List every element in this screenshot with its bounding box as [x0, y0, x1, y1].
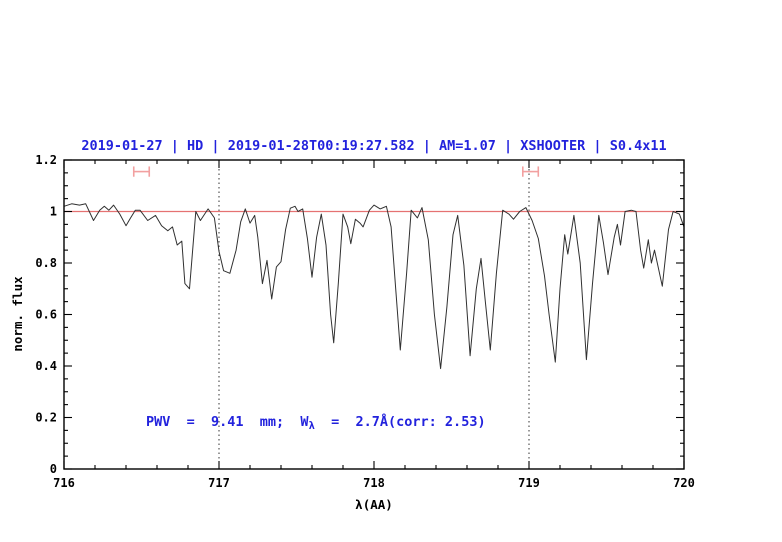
pwv-annotation-part1: PWV = 9.41 mm; W [146, 414, 309, 430]
y-tick-label: 0.8 [35, 256, 57, 270]
axis-tick-labels: 716 717 718 719 720 0 0.2 0.4 0.6 0.8 1 1.2 [35, 153, 695, 490]
error-bar-marker [521, 166, 540, 177]
y-tick-label: 1.2 [35, 153, 57, 167]
y-tick-label: 0 [50, 462, 57, 476]
y-tick-label: 1 [50, 205, 57, 219]
pwv-annotation: PWV = 9.41 mm; Wλ = 2.7Å(corr: 2.53) [146, 413, 486, 432]
error-bar-marker [132, 166, 151, 177]
plot-title: 2019-01-27 | HD | 2019-01-28T00:19:27.58… [81, 138, 666, 154]
y-tick-label: 0.6 [35, 308, 57, 322]
axis-ticks [63, 159, 685, 470]
pwv-annotation-subscript: λ [309, 420, 315, 432]
x-axis-label: λ(AA) [355, 497, 393, 512]
y-axis-label: norm. flux [10, 276, 25, 352]
y-tick-label: 0.2 [35, 411, 57, 425]
x-tick-label: 716 [53, 476, 75, 490]
y-tick-label: 0.4 [35, 359, 57, 373]
error-bar-markers [132, 166, 540, 177]
x-tick-label: 720 [673, 476, 695, 490]
x-tick-label: 718 [363, 476, 385, 490]
integration-region-lines [218, 160, 530, 469]
pwv-annotation-part2: = 2.7Å(corr: 2.53) [315, 413, 486, 430]
x-tick-label: 717 [208, 476, 230, 490]
x-tick-label: 719 [518, 476, 540, 490]
spectrum-line-group [63, 203, 685, 370]
spectrum-line [63, 203, 685, 370]
